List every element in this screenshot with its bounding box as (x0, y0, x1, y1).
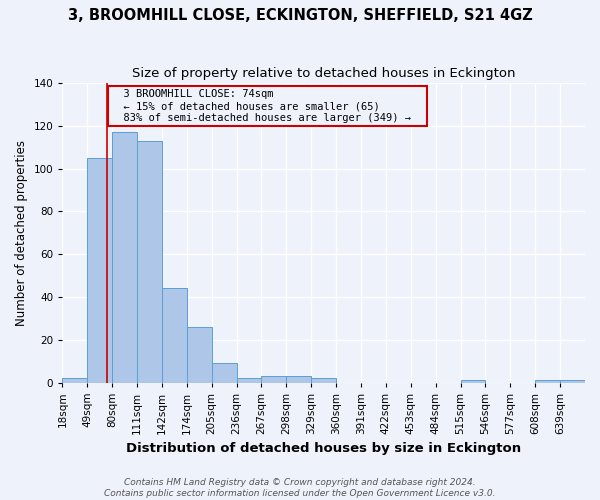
Bar (87, 158, 112, 382)
Bar (187, 327, 212, 382)
Bar (137, 141, 162, 382)
Text: 3, BROOMHILL CLOSE, ECKINGTON, SHEFFIELD, S21 4GZ: 3, BROOMHILL CLOSE, ECKINGTON, SHEFFIELD… (68, 8, 532, 22)
Bar (461, 380, 485, 382)
Bar (212, 364, 236, 382)
Text: Contains HM Land Registry data © Crown copyright and database right 2024.
Contai: Contains HM Land Registry data © Crown c… (104, 478, 496, 498)
Title: Size of property relative to detached houses in Eckington: Size of property relative to detached ho… (132, 68, 515, 80)
Bar (162, 288, 187, 382)
Bar (62, 378, 87, 382)
Bar (286, 376, 311, 382)
Bar (112, 132, 137, 382)
Bar (262, 376, 286, 382)
Bar (311, 378, 336, 382)
X-axis label: Distribution of detached houses by size in Eckington: Distribution of detached houses by size … (126, 442, 521, 455)
Text: 3 BROOMHILL CLOSE: 74sqm
  ← 15% of detached houses are smaller (65)
  83% of se: 3 BROOMHILL CLOSE: 74sqm ← 15% of detach… (112, 90, 424, 122)
Bar (535, 380, 560, 382)
Bar (560, 380, 585, 382)
Bar (236, 378, 262, 382)
Y-axis label: Number of detached properties: Number of detached properties (15, 140, 28, 326)
